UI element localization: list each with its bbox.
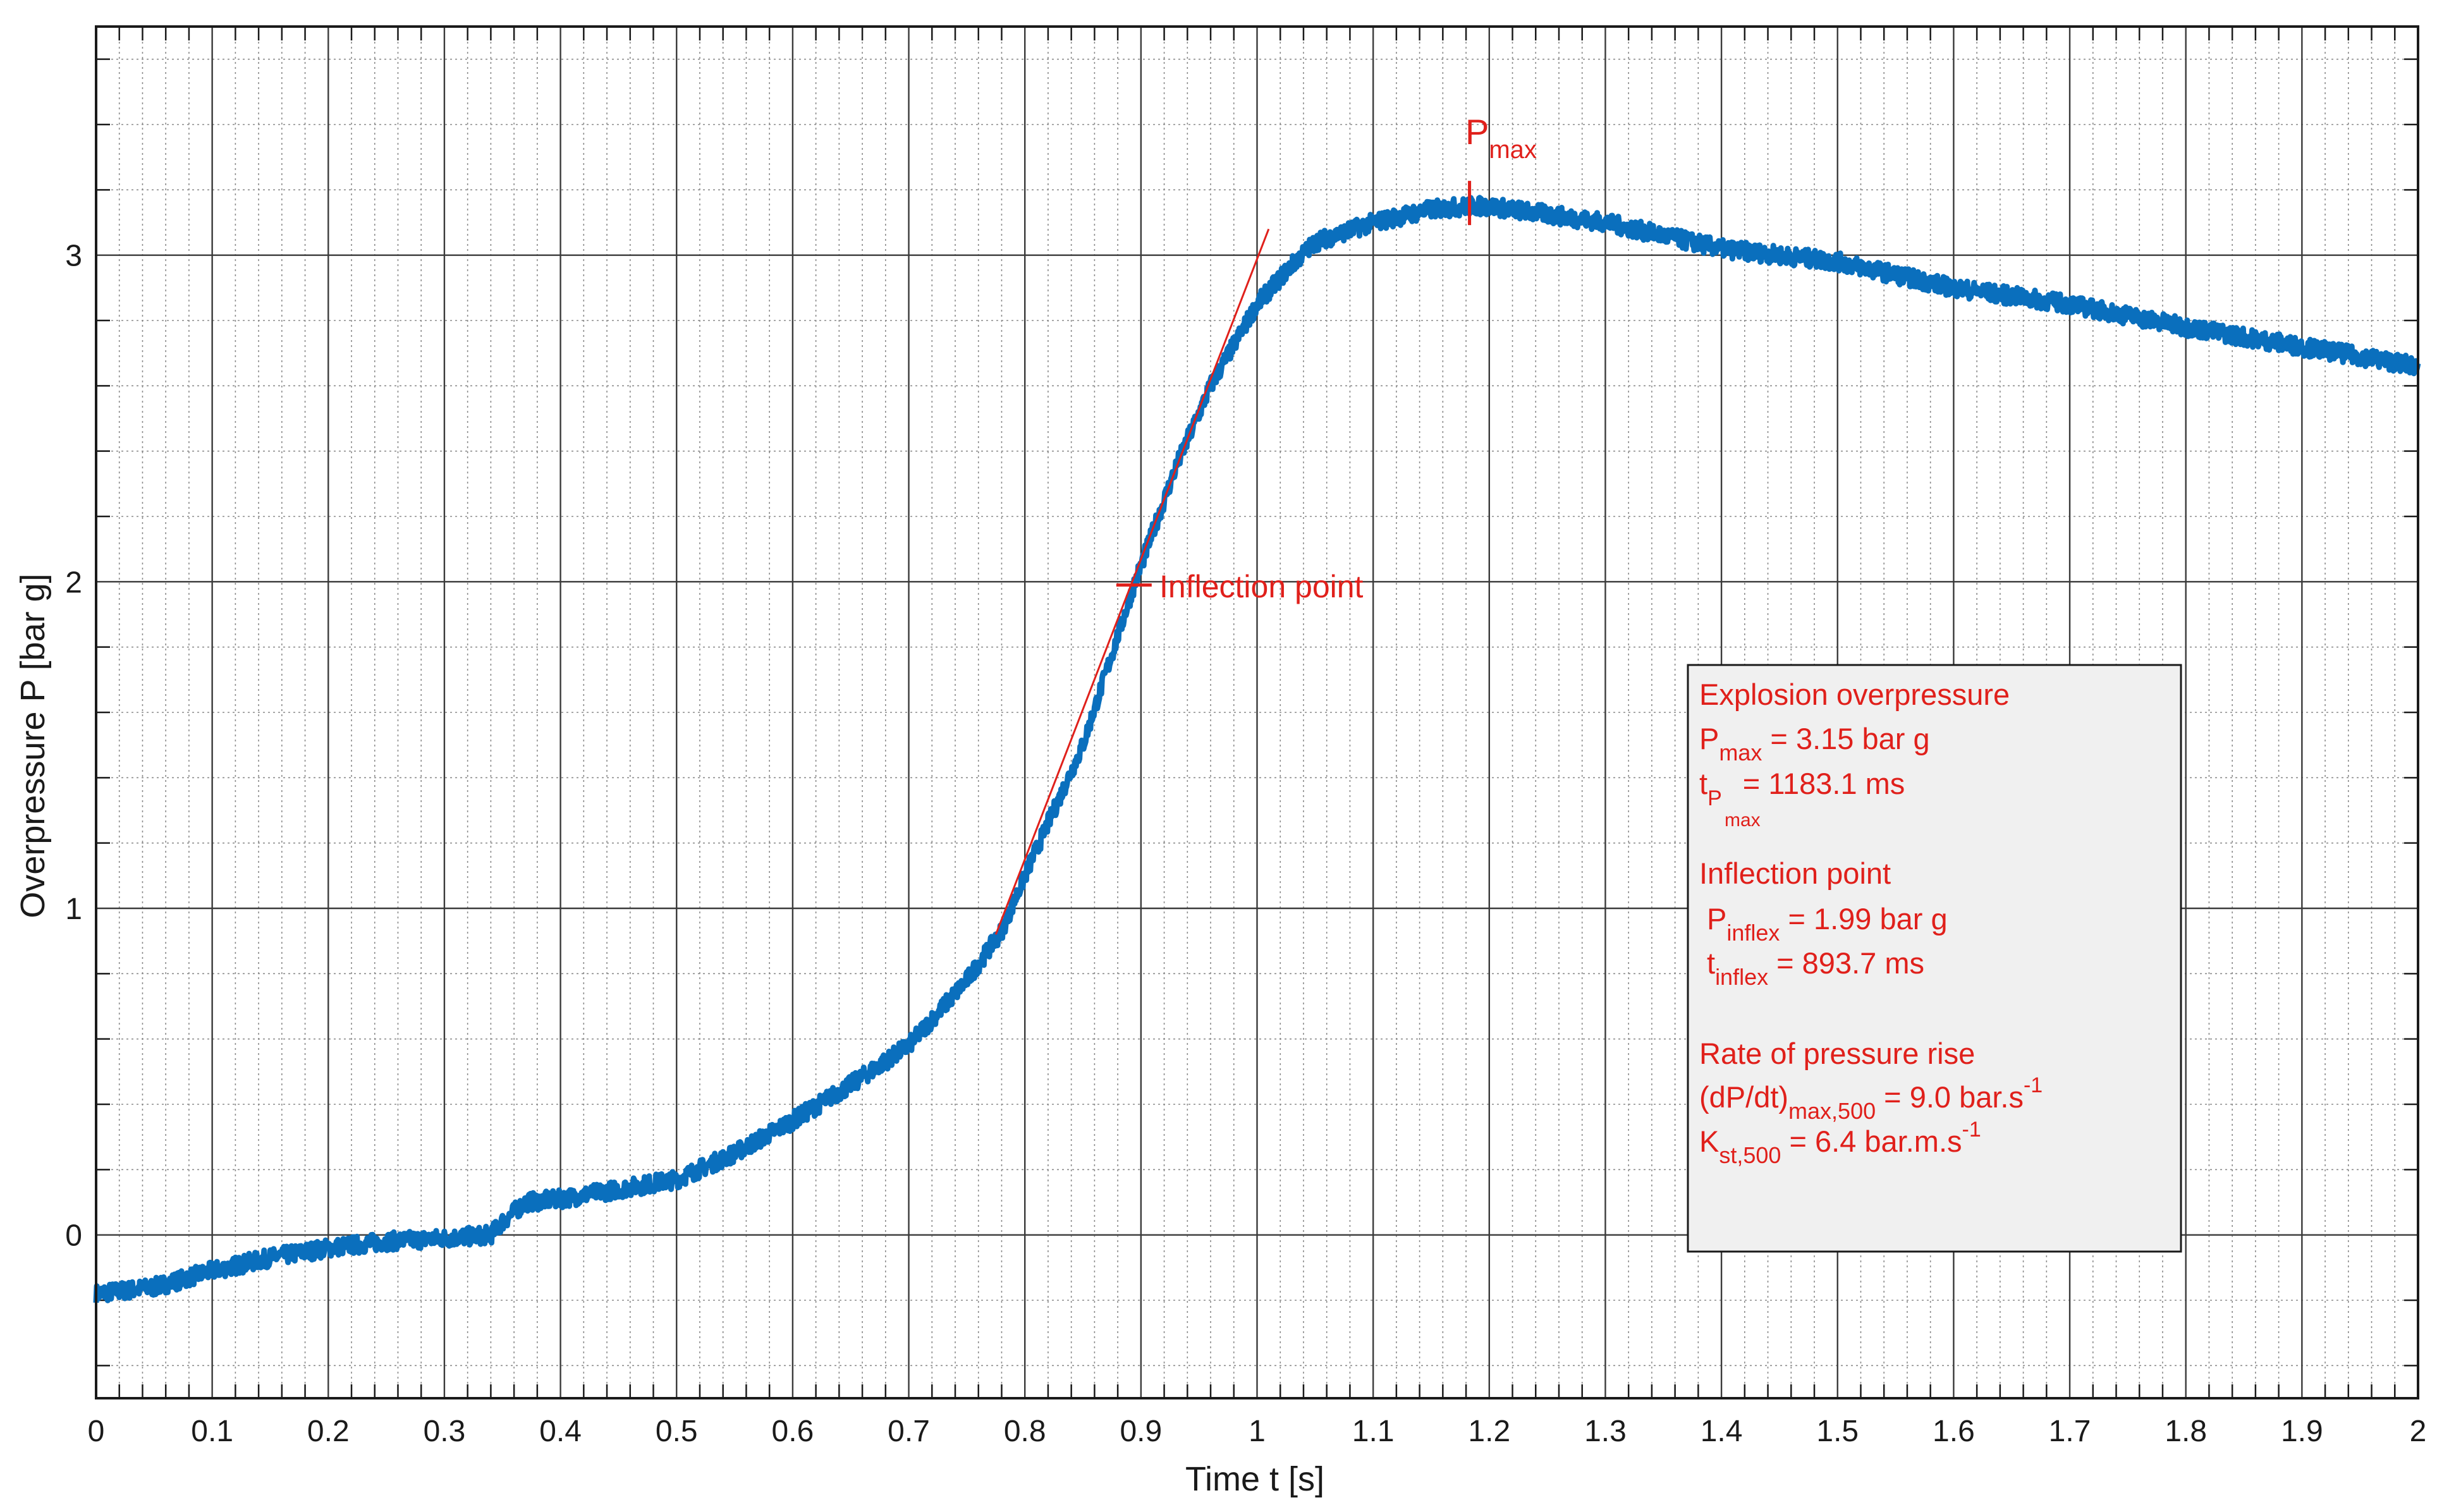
- x-tick-label: 1.1: [1352, 1415, 1395, 1448]
- pinflex-line: Pinflex = 1.99 bar g: [1707, 902, 1948, 946]
- x-tick-label: 1.2: [1468, 1415, 1510, 1448]
- y-axis-title: Overpressure P [bar g]: [14, 573, 52, 918]
- pmax-label: Pmax: [1465, 112, 1537, 164]
- x-tick-label: 2: [2410, 1415, 2427, 1448]
- dpdt-line: (dP/dt)max,500 = 9.0 bar.s-1: [1699, 1073, 2043, 1124]
- info-box: Explosion overpressure Pmax = 3.15 bar g…: [1687, 664, 2182, 1253]
- x-tick-label: 1.6: [1933, 1415, 1975, 1448]
- kst-line: Kst,500 = 6.4 bar.m.s-1: [1699, 1118, 1981, 1168]
- x-tick-label: 0.6: [772, 1415, 814, 1448]
- pmax-line: Pmax = 3.15 bar g: [1699, 722, 1930, 765]
- pressure-series-line: [93, 195, 2421, 1303]
- y-tick-label: 2: [65, 566, 82, 599]
- y-tick-labels: 0 1 2 3: [65, 240, 82, 1253]
- inflection-label: Inflection point: [1159, 569, 1364, 604]
- x-tick-label: 0.2: [307, 1415, 350, 1448]
- x-tick-label: 0.3: [424, 1415, 466, 1448]
- series-layer: [93, 195, 2421, 1303]
- x-tick-label: 0.5: [656, 1415, 698, 1448]
- tpmax-subscript-max: max: [1725, 810, 1761, 831]
- plot-frame: [95, 25, 2419, 1399]
- x-tick-label: 0.7: [888, 1415, 930, 1448]
- x-tick-label: 1: [1249, 1415, 1266, 1448]
- x-tick-label: 1.3: [1584, 1415, 1627, 1448]
- x-tick-label: 0: [88, 1415, 105, 1448]
- tinflex-line: tinflex = 893.7 ms: [1707, 946, 1924, 990]
- minor-ticks: [96, 27, 2418, 1398]
- x-tick-label: 1.8: [2165, 1415, 2207, 1448]
- x-tick-label: 1.4: [1701, 1415, 1743, 1448]
- explosion-title: Explosion overpressure: [1699, 678, 2010, 711]
- x-tick-label: 0.1: [191, 1415, 233, 1448]
- rate-title: Rate of pressure rise: [1699, 1037, 1975, 1070]
- inflection-title: Inflection point: [1699, 857, 1891, 890]
- y-tick-label: 1: [65, 893, 82, 926]
- y-tick-label: 3: [65, 240, 82, 273]
- x-tick-labels: 0 0.1 0.2 0.3 0.4 0.5 0.6 0.7 0.8 0.9 1 1.1 1.2 1.3 1.…: [88, 1415, 2427, 1448]
- x-tick-label: 1.7: [2049, 1415, 2091, 1448]
- tangent-line: [994, 228, 1270, 935]
- x-tick-label: 1.9: [2281, 1415, 2323, 1448]
- x-tick-label: 0.4: [539, 1415, 582, 1448]
- x-axis-title: Time t [s]: [1185, 1460, 1324, 1498]
- x-tick-label: 0.8: [1004, 1415, 1046, 1448]
- x-tick-label: 0.9: [1120, 1415, 1162, 1448]
- x-tick-label: 1.5: [1816, 1415, 1859, 1448]
- y-tick-label: 0: [65, 1219, 82, 1253]
- tpmax-line: tP = 1183.1 ms: [1699, 767, 1905, 810]
- info-box-frame: [1687, 664, 2182, 1253]
- annotation-layer: [994, 181, 1472, 935]
